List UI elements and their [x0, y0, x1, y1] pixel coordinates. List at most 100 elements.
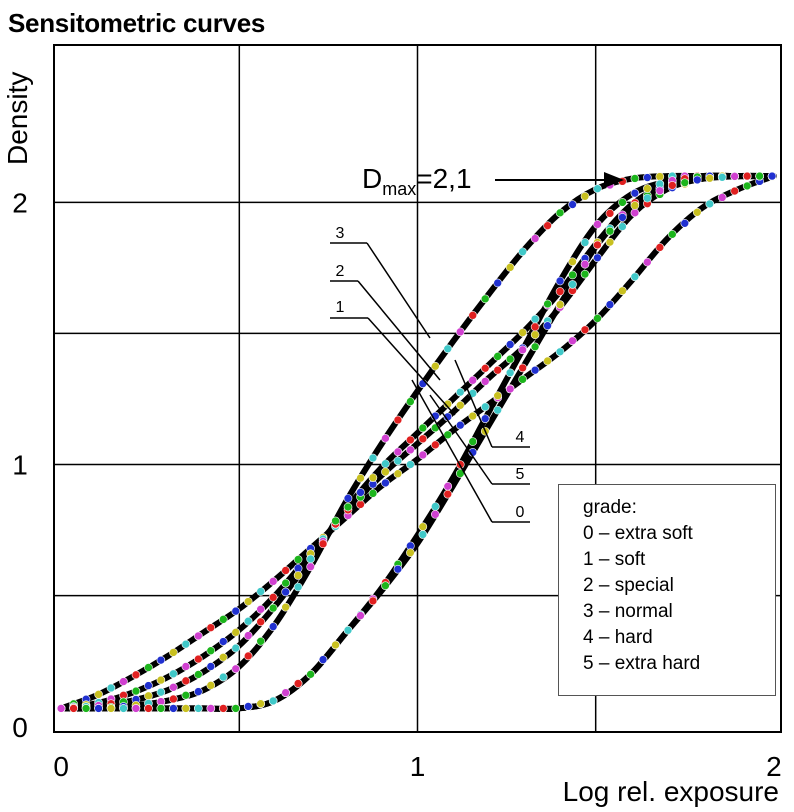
data-point: [468, 311, 478, 320]
data-point: [356, 473, 365, 483]
data-point: [455, 387, 465, 397]
data-point: [455, 400, 465, 410]
dmax-arrow-head: [604, 172, 624, 188]
data-point: [493, 278, 502, 288]
data-point: [206, 662, 216, 671]
data-point: [156, 687, 166, 697]
data-point: [418, 530, 428, 539]
data-point: [668, 230, 677, 239]
data-point: [580, 238, 590, 247]
data-point: [281, 602, 290, 612]
data-point: [493, 352, 502, 361]
data-point: [655, 172, 665, 181]
data-point: [730, 186, 739, 196]
data-point: [443, 489, 453, 499]
data-point: [306, 562, 315, 572]
data-point: [231, 704, 241, 713]
data-point: [593, 314, 602, 323]
data-point: [106, 704, 116, 713]
legend-entry: 4 – hard: [583, 627, 653, 648]
data-point: [381, 434, 390, 443]
data-point: [356, 488, 365, 497]
data-point: [218, 637, 228, 646]
data-point: [518, 328, 527, 337]
data-point: [81, 704, 91, 713]
data-point: [468, 411, 478, 421]
data-point: [181, 676, 191, 686]
data-point: [243, 702, 253, 711]
data-point: [406, 435, 415, 445]
data-point: [605, 209, 615, 218]
data-point: [256, 617, 265, 627]
data-point: [393, 447, 403, 457]
data-point: [593, 220, 602, 229]
data-point: [655, 243, 665, 252]
data-point: [730, 172, 739, 181]
data-point: [480, 294, 490, 304]
data-point: [643, 257, 652, 267]
curve-markers: [56, 171, 777, 713]
callout-label: 2: [336, 263, 345, 280]
data-point: [518, 363, 527, 373]
data-point: [555, 287, 565, 296]
data-point: [169, 694, 178, 704]
data-point: [356, 500, 365, 509]
data-point: [243, 651, 253, 661]
plot-frame: [53, 44, 782, 733]
data-point: [518, 375, 527, 384]
data-point: [169, 648, 178, 657]
data-point: [131, 704, 141, 713]
data-point: [281, 566, 290, 575]
data-point: [418, 522, 428, 531]
data-point: [618, 198, 627, 207]
data-point: [618, 222, 627, 231]
data-point: [268, 622, 278, 631]
callout-leader: [429, 394, 493, 485]
data-point: [630, 188, 640, 198]
data-point: [443, 399, 453, 409]
callout-leader: [454, 359, 493, 448]
data-point: [593, 184, 602, 193]
data-point: [181, 639, 191, 649]
data-point: [530, 314, 540, 324]
data-point: [443, 430, 453, 440]
data-point: [243, 597, 253, 606]
data-point: [306, 670, 315, 679]
data-point: [530, 322, 540, 332]
data-point: [593, 253, 602, 263]
data-point: [206, 681, 216, 690]
data-point: [568, 257, 577, 267]
data-point: [268, 696, 278, 706]
data-point: [318, 655, 328, 664]
data-point: [480, 402, 490, 412]
data-point: [580, 259, 590, 269]
data-point: [655, 186, 665, 196]
data-point: [194, 631, 203, 641]
data-point: [406, 460, 415, 469]
data-point: [605, 237, 615, 247]
data-point: [418, 379, 428, 388]
data-point: [593, 240, 602, 250]
data-point: [742, 171, 752, 181]
data-point: [194, 654, 203, 664]
data-point: [231, 606, 241, 616]
legend-entry: 3 – normal: [583, 601, 673, 622]
data-point: [169, 704, 178, 713]
data-point: [493, 405, 502, 415]
data-point: [543, 356, 552, 366]
series-line-0: [58, 173, 777, 712]
tick-labels: 0 1 2 0 1 2: [12, 187, 781, 782]
data-point: [555, 347, 565, 357]
data-point: [169, 682, 178, 692]
callout-leader: [357, 280, 441, 381]
data-point: [767, 171, 777, 181]
data-point: [431, 502, 440, 511]
data-point: [218, 615, 228, 624]
data-point: [381, 478, 390, 488]
data-point: [231, 628, 241, 637]
data-point: [218, 704, 228, 713]
data-point: [181, 704, 191, 713]
data-point: [555, 300, 565, 309]
data-point: [119, 677, 128, 686]
x-tick-label: 1: [410, 751, 426, 782]
